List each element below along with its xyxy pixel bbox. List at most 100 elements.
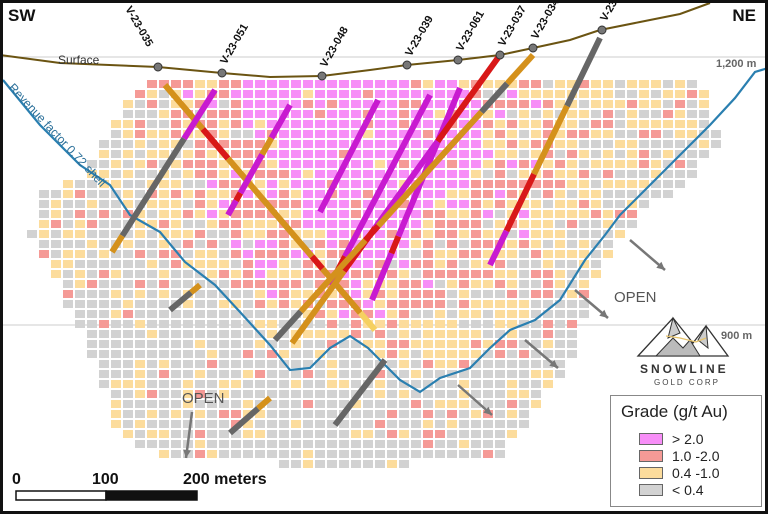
block-cell — [207, 350, 217, 358]
block-cell — [531, 220, 541, 228]
block-cell — [471, 350, 481, 358]
block-cell — [543, 350, 553, 358]
block-cell — [387, 220, 397, 228]
block-cell — [459, 430, 469, 438]
block-cell — [411, 230, 421, 238]
block-cell — [135, 280, 145, 288]
block-cell — [459, 400, 469, 408]
block-cell — [387, 170, 397, 178]
block-cell — [291, 190, 301, 198]
block-cell — [663, 160, 673, 168]
block-cell — [159, 280, 169, 288]
hole-interval — [395, 86, 463, 238]
block-cell — [531, 340, 541, 348]
block-cell — [399, 430, 409, 438]
block-cell — [471, 370, 481, 378]
drill-holes — [109, 36, 603, 436]
block-cell — [687, 100, 697, 108]
block-cell — [471, 130, 481, 138]
block-cell — [255, 450, 265, 458]
block-cell — [39, 220, 49, 228]
block-cell — [255, 300, 265, 308]
block-cell — [303, 400, 313, 408]
block-cell — [567, 130, 577, 138]
block-cell — [483, 230, 493, 238]
block-cell — [183, 330, 193, 338]
block-cell — [447, 220, 457, 228]
block-cell — [435, 170, 445, 178]
block-cell — [447, 290, 457, 298]
block-cell — [375, 340, 385, 348]
block-cell — [219, 210, 229, 218]
block-cell — [315, 410, 325, 418]
block-cell — [279, 100, 289, 108]
block-cell — [291, 180, 301, 188]
block-cell — [615, 180, 625, 188]
block-cell — [135, 120, 145, 128]
block-cell — [219, 220, 229, 228]
block-cell — [303, 290, 313, 298]
legend-label: > 2.0 — [672, 430, 704, 447]
block-cell — [567, 230, 577, 238]
block-cell — [63, 200, 73, 208]
block-cell — [243, 190, 253, 198]
block-cell — [123, 140, 133, 148]
block-cell — [495, 410, 505, 418]
block-cell — [471, 310, 481, 318]
block-cell — [591, 200, 601, 208]
block-cell — [591, 160, 601, 168]
block-cell — [159, 330, 169, 338]
block-cell — [447, 390, 457, 398]
block-cell — [675, 100, 685, 108]
block-cell — [483, 360, 493, 368]
block-cell — [399, 460, 409, 468]
block-cell — [111, 390, 121, 398]
block-cell — [135, 310, 145, 318]
block-cell — [183, 240, 193, 248]
block-cell — [171, 340, 181, 348]
block-cell — [423, 310, 433, 318]
drill-hole-trace — [289, 53, 503, 345]
block-cell — [387, 440, 397, 448]
block-cell — [123, 200, 133, 208]
block-cell — [411, 90, 421, 98]
block-cell — [315, 360, 325, 368]
block-cell — [291, 110, 301, 118]
block-cell — [351, 360, 361, 368]
block-cell — [471, 380, 481, 388]
block-cell — [483, 220, 493, 228]
block-cell — [159, 190, 169, 198]
block-cell — [351, 160, 361, 168]
block-cell — [123, 100, 133, 108]
block-cell — [459, 320, 469, 328]
block-cell — [615, 160, 625, 168]
block-cell — [267, 170, 277, 178]
block-cell — [495, 120, 505, 128]
block-cell — [423, 320, 433, 328]
block-cell — [171, 350, 181, 358]
block-cell — [471, 100, 481, 108]
block-cell — [363, 260, 373, 268]
block-cell — [483, 320, 493, 328]
block-cell — [63, 260, 73, 268]
block-cell — [327, 300, 337, 308]
block-cell — [243, 270, 253, 278]
collar-marker — [153, 62, 163, 72]
block-cell — [195, 250, 205, 258]
block-cell — [195, 420, 205, 428]
block-cell — [279, 180, 289, 188]
block-cell — [291, 460, 301, 468]
block-cell — [495, 440, 505, 448]
block-cell — [507, 230, 517, 238]
block-cell — [147, 170, 157, 178]
block-cell — [375, 430, 385, 438]
block-cell — [267, 100, 277, 108]
block-cell — [171, 360, 181, 368]
block-cell — [423, 440, 433, 448]
block-cell — [207, 150, 217, 158]
block-cell — [423, 390, 433, 398]
block-cell — [567, 110, 577, 118]
block-cell — [123, 270, 133, 278]
block-cell — [231, 430, 241, 438]
block-cell — [591, 190, 601, 198]
